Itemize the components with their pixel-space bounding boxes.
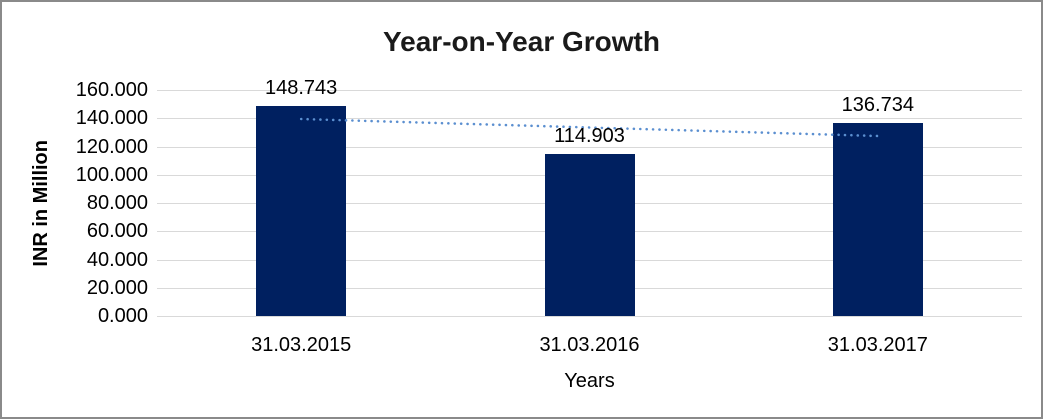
- x-axis-category-label: 31.03.2017: [827, 334, 928, 356]
- plot-area: 148.743 114.903 136.734: [157, 77, 1022, 317]
- bar-value-label: 114.903: [554, 124, 625, 147]
- x-axis-category-label: 31.03.2016: [539, 334, 640, 356]
- y-axis-tick-label: 20.000: [86, 276, 148, 299]
- y-axis-tick-label: 60.000: [86, 220, 148, 243]
- y-axis-tick-label: 0.000: [97, 305, 148, 327]
- bar-value-label: 136.734: [841, 93, 914, 116]
- chart-title: Year-on-Year Growth: [383, 26, 660, 57]
- y-axis-tick-label: 160.000: [75, 79, 148, 101]
- bar: [832, 122, 923, 316]
- y-axis-tick-label: 80.000: [86, 192, 148, 214]
- y-axis-tick-label: 140.000: [75, 107, 148, 130]
- gridline: [157, 316, 1022, 317]
- x-axis-category-label: 31.03.2015: [251, 334, 352, 356]
- y-axis-tick-label: 120.000: [75, 135, 148, 158]
- gridline: [157, 90, 1022, 91]
- bar-value-label: 148.743: [265, 76, 338, 99]
- gridline: [157, 146, 1022, 148]
- bar: [544, 153, 635, 316]
- bar: [256, 105, 347, 316]
- x-axis-title: Years: [564, 370, 615, 392]
- y-axis-tick-label: 100.000: [75, 163, 148, 186]
- y-axis-tick-label: 40.000: [86, 248, 148, 271]
